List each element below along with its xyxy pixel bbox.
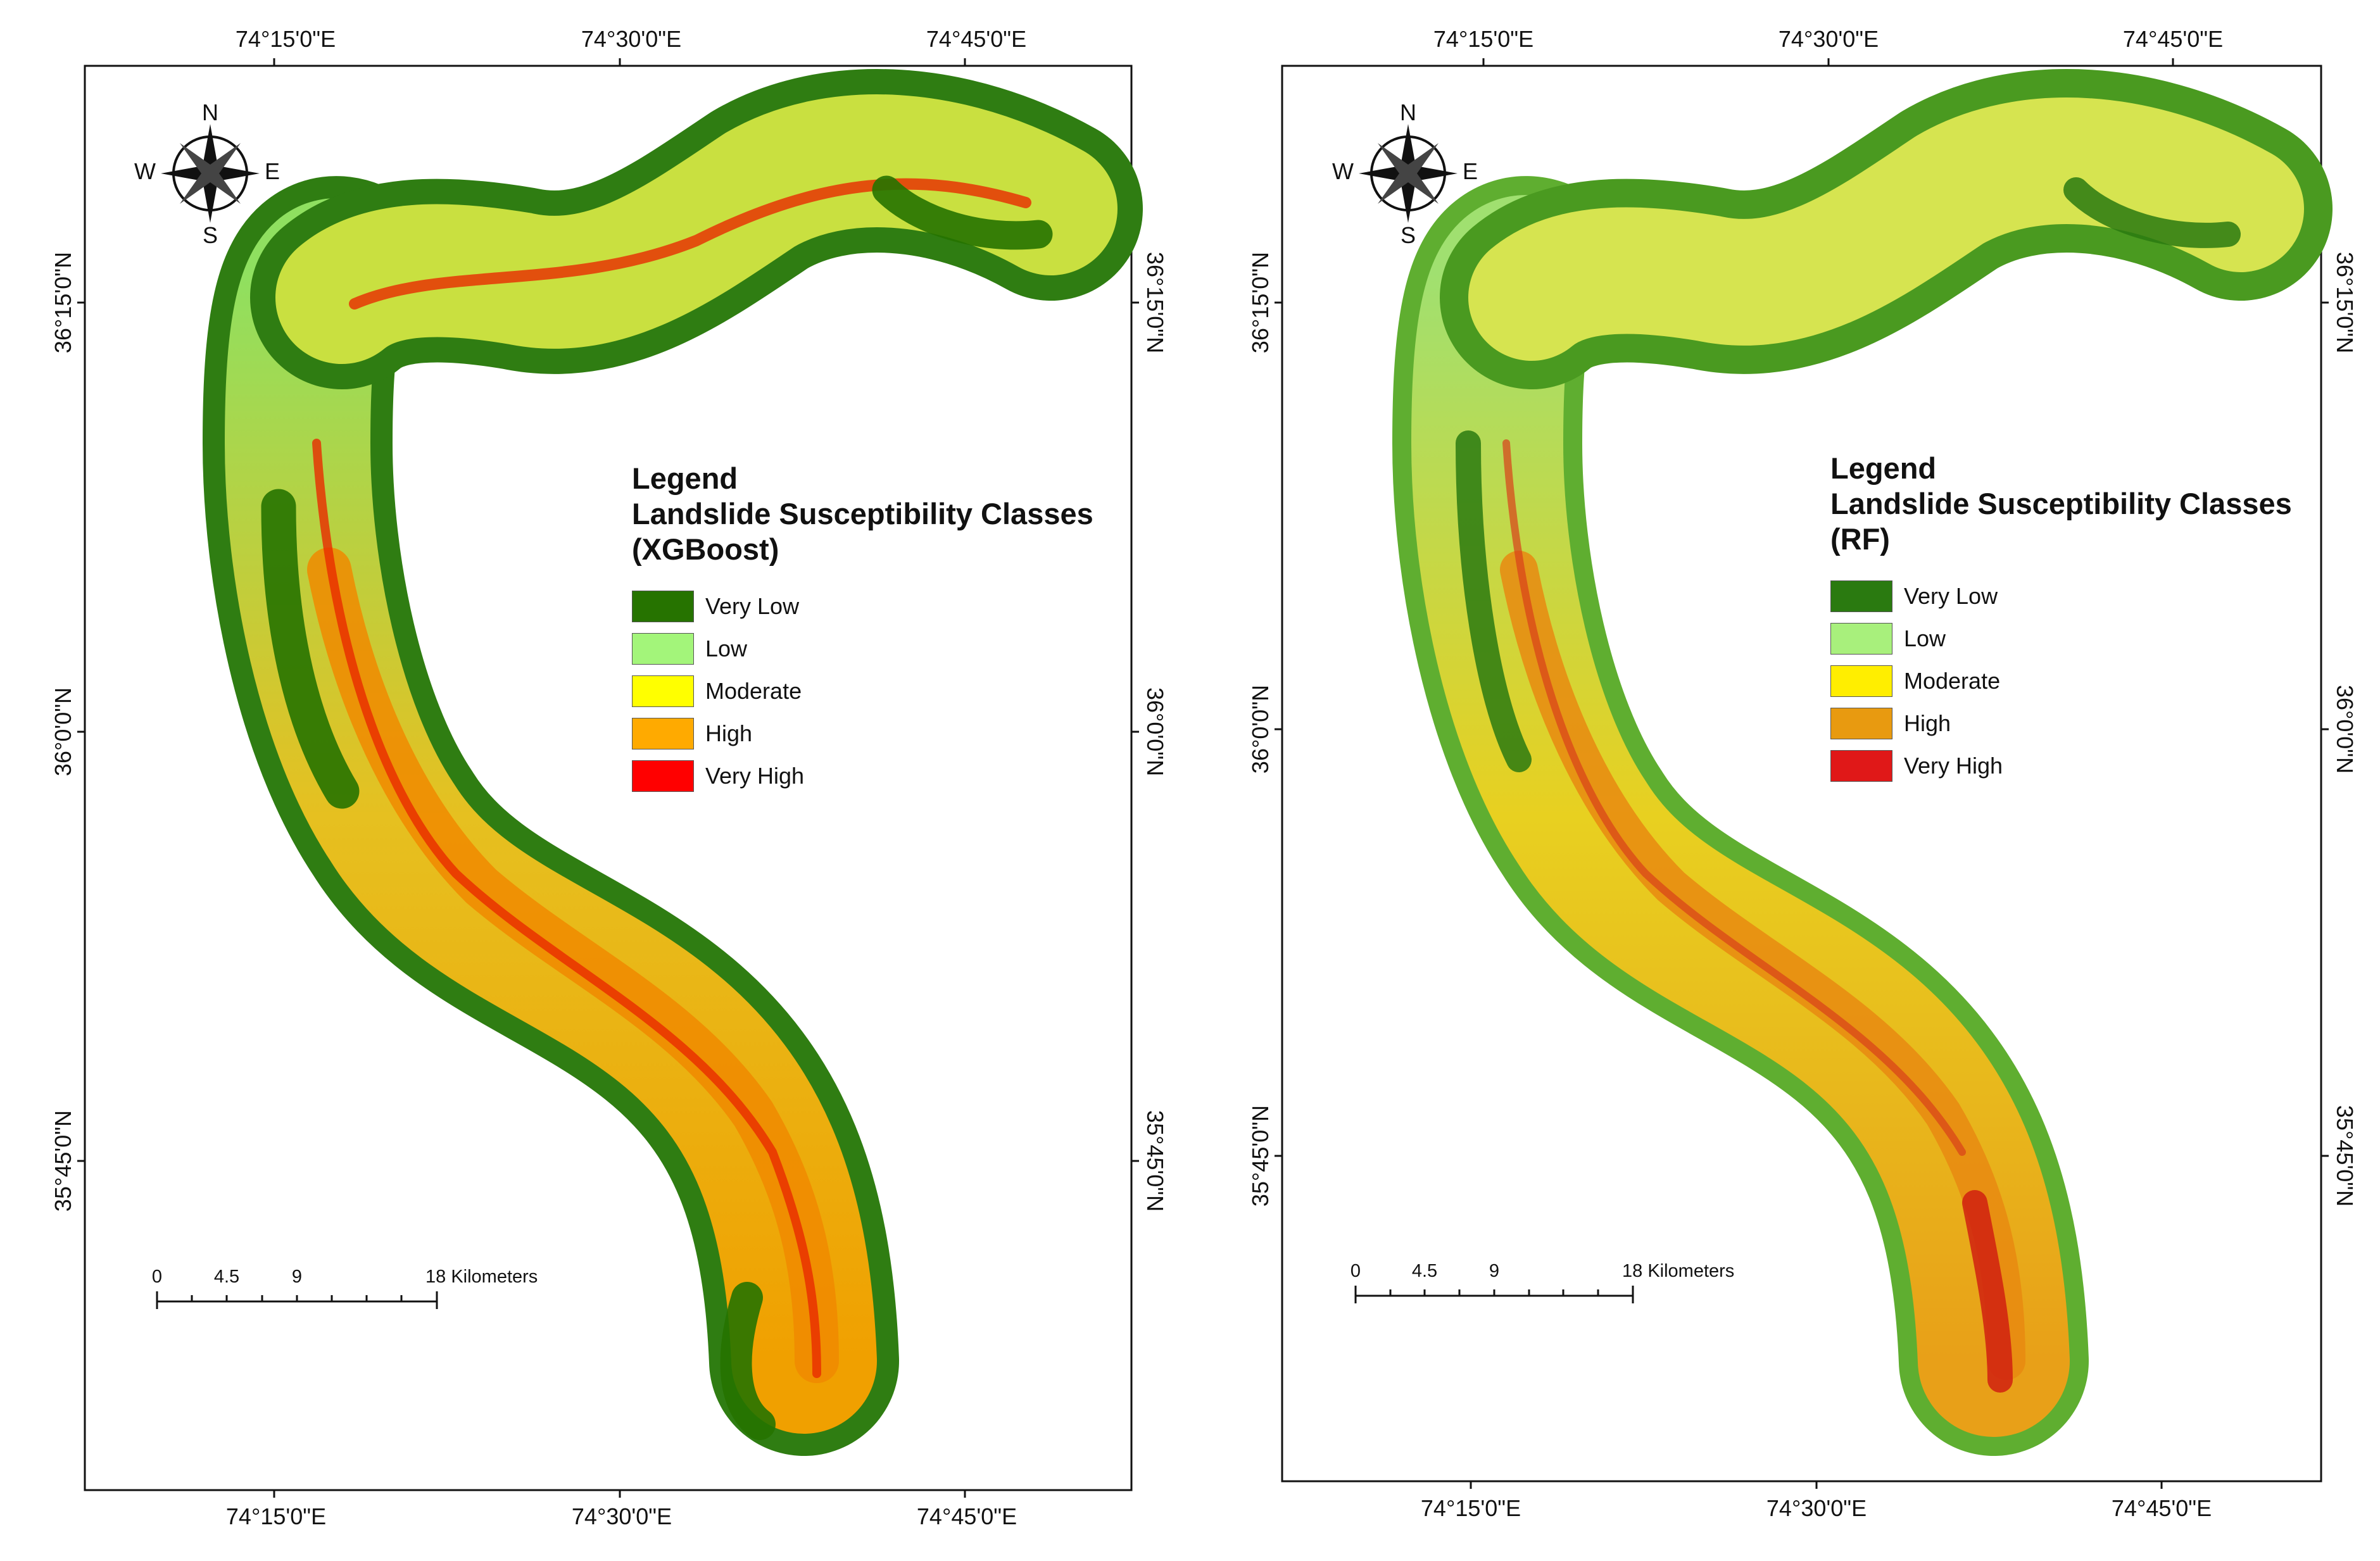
scale-label: 18 Kilometers <box>425 1267 538 1287</box>
legend-swatch <box>632 590 694 622</box>
legend-item: Very High <box>1830 744 2292 787</box>
left-tick-label: 36°15'0"N <box>1247 252 1273 353</box>
bottom-tick-label: 74°45'0"E <box>917 1503 1017 1529</box>
graticule-ticks <box>1275 58 2329 1489</box>
map-canvas-xgboost: N S E W 74°15'0"E 74°30'0"E 74°45'0"E 74… <box>50 26 1168 1529</box>
top-tick-label: 74°15'0"E <box>236 26 336 52</box>
legend-xgboost: Legend Landslide Susceptibility Classes … <box>632 461 1093 797</box>
top-tick-label: 74°30'0"E <box>581 26 681 52</box>
west-label: W <box>1332 158 1354 184</box>
scale-label: 0 <box>1351 1261 1361 1281</box>
west-label: W <box>134 158 156 184</box>
bottom-tick-label: 74°15'0"E <box>1421 1495 1521 1521</box>
east-label: E <box>265 158 280 184</box>
scale-label: 18 Kilometers <box>1622 1261 1734 1281</box>
right-tick-label: 35°45'0"N <box>2332 1105 2358 1207</box>
legend-item: Very Low <box>632 585 1093 627</box>
legend-label: Very Low <box>1904 582 1998 609</box>
left-tick-label: 36°0'0"N <box>1247 685 1273 774</box>
legend-label: Very High <box>1904 752 2003 779</box>
bottom-tick-label: 74°30'0"E <box>1766 1495 1867 1521</box>
legend-swatch <box>632 675 694 707</box>
legend-item: Moderate <box>632 670 1093 712</box>
legend-label: Moderate <box>705 677 802 704</box>
scale-bar <box>156 1291 438 1309</box>
legend-swatch <box>1830 749 1892 782</box>
scale-label: 9 <box>1489 1261 1499 1281</box>
legend-rf: Legend Landslide Susceptibility Classes … <box>1830 451 2292 787</box>
legend-item: High <box>1830 702 2292 744</box>
susceptibility-raster <box>203 69 1143 1456</box>
legend-swatch <box>1830 580 1892 612</box>
legend-item: Moderate <box>1830 660 2292 702</box>
right-tick-label: 36°15'0"N <box>2332 252 2358 353</box>
left-tick-label: 36°15'0"N <box>50 252 76 353</box>
legend-swatch <box>632 717 694 749</box>
north-label: N <box>202 99 218 125</box>
north-arrow: N S E W <box>1332 99 1478 248</box>
scale-label: 9 <box>292 1267 302 1287</box>
south-label: S <box>203 222 218 248</box>
map-frame <box>1281 65 2322 1483</box>
top-tick-label: 74°30'0"E <box>1779 26 1879 52</box>
legend-model-label: (XGBoost) <box>632 532 779 566</box>
legend-swatch <box>632 760 694 792</box>
legend-label: Very Low <box>705 592 800 619</box>
scale-label: 4.5 <box>214 1267 239 1287</box>
south-label: S <box>1401 222 1416 248</box>
right-tick-label: 36°15'0"N <box>1142 252 1168 353</box>
graticule-ticks <box>77 58 1139 1498</box>
map-canvas-rf: N S E W 74°15'0"E 74°30'0"E 74°45'0"E 74… <box>1247 26 2358 1521</box>
right-tick-label: 36°0'0"N <box>2332 685 2358 774</box>
left-tick-label: 35°45'0"N <box>50 1110 76 1212</box>
scale-label: 0 <box>152 1267 162 1287</box>
legend-label: Moderate <box>1904 667 2001 694</box>
bottom-tick-label: 74°15'0"E <box>226 1503 326 1529</box>
left-tick-label: 36°0'0"N <box>50 687 76 776</box>
legend-subtitle: Landslide Susceptibility Classes <box>632 497 1093 530</box>
legend-title: Legend <box>632 461 738 495</box>
top-tick-label: 74°15'0"E <box>1433 26 1533 52</box>
legend-swatch <box>1830 622 1892 655</box>
legend-subtitle: Landslide Susceptibility Classes <box>1830 487 2292 520</box>
legend-item: Very High <box>632 755 1093 797</box>
scale-bar <box>1354 1286 1634 1303</box>
right-tick-label: 35°45'0"N <box>1142 1110 1168 1212</box>
east-label: E <box>1463 158 1478 184</box>
map-panel-xgboost: N S E W 74°15'0"E 74°30'0"E 74°45'0"E 74… <box>50 26 1168 1529</box>
top-tick-label: 74°45'0"E <box>926 26 1026 52</box>
legend-label: High <box>1904 710 1951 736</box>
map-frame <box>84 65 1133 1491</box>
legend-item: High <box>632 712 1093 755</box>
legend-item: Very Low <box>1830 575 2292 617</box>
north-label: N <box>1400 99 1416 125</box>
legend-title: Legend <box>1830 451 1937 485</box>
legend-item: Low <box>1830 617 2292 660</box>
map-panel-rf: N S E W 74°15'0"E 74°30'0"E 74°45'0"E 74… <box>1190 0 2380 1561</box>
legend-model-label: (RF) <box>1830 522 1890 556</box>
legend-label: Low <box>705 635 748 661</box>
legend-label: High <box>705 720 753 746</box>
bottom-tick-label: 74°30'0"E <box>572 1503 672 1529</box>
north-arrow: N S E W <box>134 99 280 248</box>
susceptibility-raster <box>1392 69 2333 1456</box>
legend-swatch <box>632 632 694 665</box>
legend-label: Very High <box>705 762 805 789</box>
left-tick-label: 35°45'0"N <box>1247 1105 1273 1207</box>
legend-label: Low <box>1904 625 1946 651</box>
bottom-tick-label: 74°45'0"E <box>2112 1495 2212 1521</box>
legend-item: Low <box>632 627 1093 670</box>
legend-swatch <box>1830 665 1892 697</box>
right-tick-label: 36°0'0"N <box>1142 687 1168 776</box>
legend-swatch <box>1830 707 1892 739</box>
scale-label: 4.5 <box>1412 1261 1437 1281</box>
top-tick-label: 74°45'0"E <box>2123 26 2223 52</box>
